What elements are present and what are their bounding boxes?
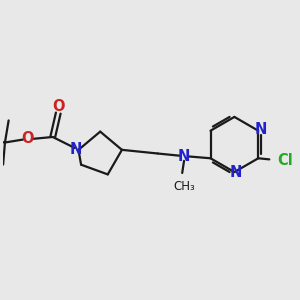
Text: N: N	[254, 122, 267, 137]
Text: O: O	[52, 99, 64, 114]
Text: CH₃: CH₃	[173, 180, 195, 193]
Text: O: O	[22, 131, 34, 146]
Text: Cl: Cl	[278, 153, 293, 168]
Text: N: N	[230, 165, 242, 180]
Text: N: N	[69, 142, 82, 157]
Text: N: N	[178, 149, 190, 164]
